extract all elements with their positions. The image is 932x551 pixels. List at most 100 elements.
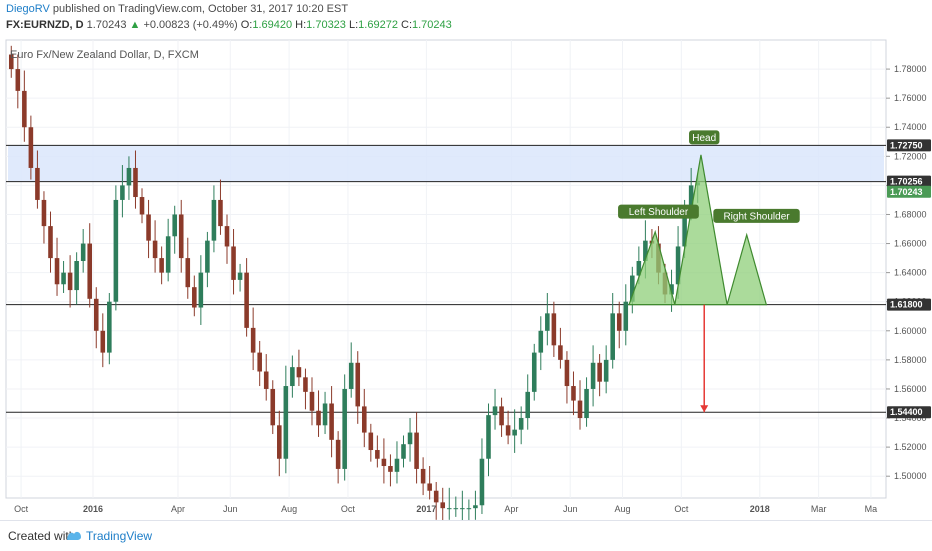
candle-body [407, 432, 413, 445]
y-tick-label: 1.64000 [894, 268, 927, 278]
right-shoulder-label-bg [713, 208, 800, 223]
candle-body [290, 367, 295, 387]
y-tick-label: 1.78000 [894, 64, 927, 74]
candle-body [159, 258, 164, 273]
x-tick-label: Jun [223, 504, 238, 514]
candle-body [433, 490, 439, 503]
candle-body [616, 313, 622, 331]
candle-body [525, 391, 531, 419]
y-tick-label: 1.60000 [894, 326, 927, 336]
candle-body [178, 214, 184, 259]
pattern-shape [628, 154, 768, 306]
candle-body [100, 330, 106, 353]
last-price: 1.70243 [86, 19, 127, 31]
candle-body [244, 272, 249, 328]
candle-body [440, 502, 446, 509]
x-tick-label: 2017 [416, 504, 436, 514]
candle-body [309, 391, 315, 411]
candle-body [460, 508, 465, 510]
candle-body [577, 400, 583, 419]
candle-body [388, 466, 393, 472]
chart-header: DiegoRV published on TradingView.com, Oc… [0, 0, 932, 36]
candle-body [584, 388, 589, 419]
candle-body [329, 403, 334, 440]
footer: Created with TradingView [0, 520, 932, 551]
candle-body [512, 429, 517, 436]
time-axis[interactable]: Oct 2016 Apr Jun Aug Oct 2017 Apr Jun Aug Oct 2018 M… [14, 504, 877, 514]
candle-body [198, 272, 204, 308]
candle-body [237, 272, 243, 280]
head-shoulders-pattern [628, 154, 768, 306]
x-tick-label: Jun [563, 504, 578, 514]
candle-body [316, 410, 321, 426]
candle-body [35, 167, 40, 200]
y-tick-label: 1.72000 [894, 151, 927, 161]
candle-body [473, 505, 478, 509]
head-label: Head [692, 133, 716, 144]
candle-body [630, 275, 635, 302]
candle-body [420, 468, 426, 484]
candle-body [414, 432, 419, 469]
candle-body [211, 199, 217, 241]
candle-body [41, 199, 47, 227]
change-arrow-icon: ▲ [129, 19, 141, 31]
left-shoulder-label: Left Shoulder [629, 207, 689, 218]
tradingview-brand-link[interactable]: TradingView [86, 529, 153, 543]
high-value: 1.70323 [306, 19, 346, 31]
candle-body [355, 362, 361, 407]
level-badge [887, 175, 931, 188]
chart-title: Euro Fx/New Zealand Dollar, D, FXCM [10, 49, 199, 61]
candle-body [120, 185, 125, 200]
x-tick-label: Apr [171, 504, 185, 514]
price-chart[interactable]: Head Left Shoulder Right Shoulder Euro Fx/… [0, 36, 932, 520]
level-badge-label: 1.72750 [890, 140, 923, 150]
candle-body [250, 327, 256, 353]
level-badge [887, 139, 931, 152]
low-value: 1.69272 [358, 19, 398, 31]
x-tick-label: Oct [674, 504, 689, 514]
candle-body [381, 458, 387, 467]
tradingview-logo-icon [67, 531, 81, 540]
candle-body [139, 197, 145, 215]
candle-body [74, 261, 79, 291]
candle-body [283, 386, 289, 459]
symbol-name[interactable]: FX:EURNZD, D [6, 19, 84, 31]
candle-body [15, 69, 21, 91]
candle-body [623, 301, 629, 331]
close-value: 1.70243 [412, 19, 452, 31]
y-tick-label: 1.56000 [894, 384, 927, 394]
x-tick-label: Ma [865, 504, 878, 514]
publish-line: DiegoRV published on TradingView.com, Oc… [6, 3, 348, 15]
x-tick-label: 2016 [83, 504, 103, 514]
supply-zone [8, 145, 884, 182]
candle-body [479, 458, 485, 506]
candle-body [87, 243, 93, 299]
head-label-bg [689, 130, 720, 145]
candle-body [361, 406, 367, 433]
level-badge-label: 1.70256 [890, 177, 923, 187]
candle-body [375, 450, 380, 459]
candle-body [165, 236, 171, 273]
level-badge-label: 1.61800 [890, 300, 923, 310]
x-tick-label: Mar [811, 504, 827, 514]
candle-body [322, 403, 328, 426]
candle-body [551, 313, 557, 346]
candle-body [263, 371, 269, 389]
candle-body [518, 418, 524, 430]
candle-body [303, 377, 308, 392]
level-badge-label: 1.54400 [890, 407, 923, 417]
price-axis[interactable]: 1.780001.760001.740001.720001.700001.680… [886, 64, 931, 481]
candle-body [185, 258, 191, 288]
candle-body [603, 359, 609, 382]
author-link[interactable]: DiegoRV [6, 3, 50, 15]
right-shoulder-label: Right Shoulder [723, 211, 790, 222]
level-badge [887, 185, 931, 198]
candle-body [80, 243, 86, 262]
open-label: O: [240, 19, 253, 31]
y-tick-label: 1.52000 [894, 442, 927, 452]
x-tick-label: Oct [14, 504, 29, 514]
candle-body [22, 90, 27, 128]
candle-body [531, 352, 537, 392]
candle-body [499, 406, 504, 426]
level-badge-label: 1.70243 [890, 187, 923, 197]
